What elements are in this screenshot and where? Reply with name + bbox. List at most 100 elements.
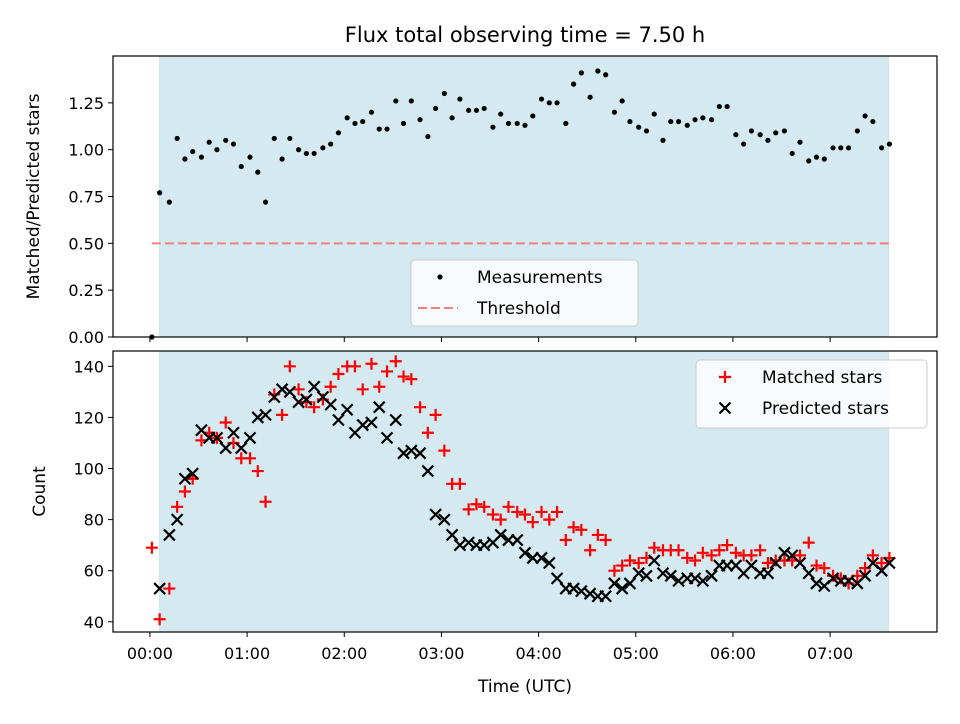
matched-stars-marker [713, 544, 726, 557]
matched-stars-marker [365, 357, 378, 370]
matched-stars-marker [519, 508, 531, 521]
measurements-point [684, 122, 690, 128]
legend-label: Measurements [477, 268, 603, 288]
matched-stars-marker [373, 380, 386, 393]
chart-title: Flux total observing time = 7.50 h [345, 23, 705, 47]
predicted-stars-marker [438, 513, 451, 526]
predicted-stars-marker [397, 446, 410, 460]
y-tick-label: 0.25 [68, 281, 104, 300]
measurements-point [587, 94, 593, 100]
predicted-stars-marker [259, 408, 272, 422]
predicted-stars-marker [405, 444, 418, 457]
y-tick-label: 40 [84, 613, 104, 632]
predicted-stars-marker [615, 582, 629, 595]
x-tick-label: 05:00 [613, 644, 659, 663]
matched-stars-marker [875, 557, 888, 570]
measurements-point [773, 130, 779, 136]
predicted-stars-marker [251, 411, 265, 424]
measurements-point [481, 105, 487, 112]
matched-stars-marker [535, 505, 548, 518]
x-tick-label: 00:00 [127, 644, 173, 663]
matched-stars-marker [810, 559, 823, 572]
predicted-stars-marker [477, 538, 491, 552]
x-tick-label: 06:00 [710, 644, 756, 663]
measurements-point [879, 145, 885, 151]
measurements-point [806, 158, 812, 164]
predicted-stars-marker [332, 413, 345, 427]
predicted-stars-marker [543, 556, 556, 570]
matched-stars-marker [259, 495, 272, 508]
y-tick-label: 140 [73, 357, 104, 376]
predicted-stars-marker [793, 556, 807, 570]
measurements-point [627, 118, 633, 125]
measurements-point [757, 132, 763, 138]
y-tick-label: 0.50 [68, 234, 104, 253]
ratio-panel: 0.00 0.25 0.50 0.75 1.00 1.25 Matched/Predicte… [24, 55, 938, 347]
predicted-stars-marker [462, 536, 475, 549]
measurements-point [797, 139, 803, 145]
measurements-point [449, 115, 455, 121]
measurements-point [619, 98, 625, 104]
y-tick-label: 1.25 [68, 94, 104, 113]
predicted-stars-marker [535, 551, 548, 565]
predicted-stars-marker [518, 546, 532, 560]
matched-stars-marker [251, 465, 264, 478]
measurements-point [733, 132, 739, 138]
matched-stars-marker [502, 500, 515, 513]
measurements-point [425, 133, 431, 140]
x-tick-label: 02:00 [321, 644, 367, 663]
matched-stars-marker [171, 500, 184, 513]
measurements-point [174, 135, 180, 142]
matched-stars-marker [745, 549, 758, 562]
matched-stars-marker [559, 534, 572, 547]
measurements-point [522, 122, 528, 128]
matched-stars-marker [818, 562, 831, 575]
measurements-point [651, 111, 657, 117]
legend-marker-predicted-stars [718, 401, 732, 415]
matched-stars-marker [721, 539, 734, 552]
measurements-point [498, 111, 504, 117]
predicted-stars-marker [567, 582, 580, 595]
matched-stars-marker [616, 559, 629, 572]
predicted-stars-marker [778, 546, 791, 560]
predicted-stars-marker [623, 577, 637, 590]
measurements-point [279, 156, 285, 162]
matched-stars-marker [761, 557, 774, 570]
measurements-point [384, 126, 390, 132]
matched-stars-marker [429, 408, 442, 421]
measurements-point [643, 128, 650, 134]
matched-stars-marker [324, 380, 337, 393]
plot-frame [112, 55, 938, 338]
measurements-point [595, 68, 601, 74]
predicted-stars-marker [163, 528, 176, 542]
predicted-stars-marker [883, 556, 896, 570]
plot-frame [112, 350, 938, 633]
predicted-stars-marker [413, 446, 427, 460]
x-tick-label: 01:00 [224, 644, 270, 663]
measurements-point [335, 130, 342, 136]
measurements-point [870, 118, 876, 125]
measurements-point [393, 98, 399, 104]
predicted-stars-marker [219, 441, 232, 455]
measurements-point [368, 109, 375, 115]
measurements-point [813, 154, 820, 160]
matched-stars-marker [599, 534, 612, 547]
matched-stars-marker [219, 416, 232, 429]
predicted-stars-marker [826, 572, 840, 585]
measurements-point [190, 148, 196, 155]
predicted-stars-marker [664, 569, 678, 583]
measurements-point [490, 124, 496, 130]
legend-box [695, 359, 928, 429]
matched-stars-marker [381, 365, 394, 378]
matched-stars-marker [729, 546, 742, 559]
measurements-point [845, 145, 852, 151]
predicted-stars-marker [761, 566, 775, 580]
measurements-point [862, 113, 868, 119]
measurements-point [505, 120, 512, 127]
measurements-point [611, 109, 617, 115]
predicted-stars-marker [210, 431, 224, 445]
measurements-point [360, 118, 366, 125]
measurements-point [238, 163, 244, 170]
measurements-point [636, 124, 642, 130]
matched-stars-marker [526, 516, 539, 529]
